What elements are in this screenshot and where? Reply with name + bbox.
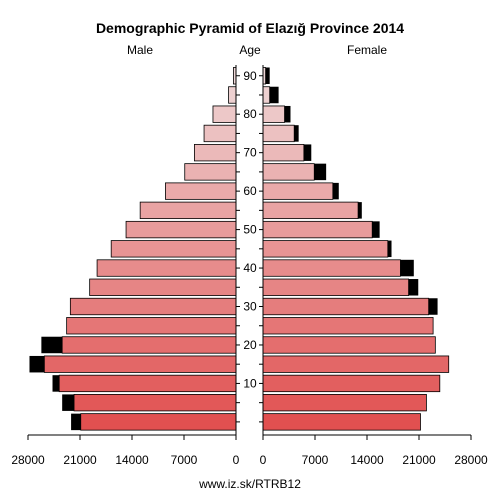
female-bar: [262, 259, 401, 277]
male-bar: [80, 413, 237, 431]
female-excess-bar: [314, 163, 327, 181]
male-bar: [96, 259, 237, 277]
male-excess-bar: [29, 355, 45, 373]
male-bar: [89, 278, 237, 296]
female-excess-bar: [387, 240, 392, 258]
male-bar: [228, 86, 237, 104]
female-excess-bar: [372, 221, 380, 238]
female-bar: [262, 394, 427, 412]
age-tick-label: 70: [243, 146, 257, 160]
axes: 10 20 30 40 50 60 70 80 90 28000 21000 14000 7000 0 0 7…: [11, 65, 488, 467]
female-bar: [262, 278, 410, 296]
female-bar: [262, 355, 450, 373]
male-bar: [58, 374, 237, 393]
female-bar: [262, 374, 441, 393]
female-excess-bar: [358, 202, 362, 219]
female-x-tick-label: 7000: [302, 453, 329, 467]
female-x-tick-label: 28000: [454, 453, 488, 467]
male-x-tick-label: 0: [233, 453, 240, 467]
chart-title: Demographic Pyramid of Elazığ Province 2…: [96, 20, 404, 36]
female-bar: [262, 201, 359, 220]
source-label: www.iz.sk/RTRB12: [198, 477, 301, 491]
female-bar: [262, 163, 315, 181]
female-bar: [262, 413, 421, 431]
age-tick-label: 50: [243, 223, 257, 237]
female-bar: [262, 240, 389, 258]
male-bar: [193, 144, 237, 162]
female-bar: [262, 297, 430, 316]
male-bar: [125, 220, 237, 239]
female-label: Female: [347, 43, 387, 57]
male-bar: [73, 394, 237, 412]
male-bar: [212, 105, 237, 123]
female-bars: [262, 67, 450, 431]
female-bar: [262, 336, 436, 354]
female-excess-bar: [303, 144, 312, 161]
female-bar: [262, 144, 305, 162]
female-excess-bar: [408, 279, 419, 296]
female-x-tick-label: 14000: [350, 453, 384, 467]
male-bar: [139, 201, 237, 220]
age-tick-label: 10: [243, 376, 257, 390]
female-excess-bar: [284, 105, 291, 123]
female-bar: [262, 86, 271, 104]
age-tick-label: 90: [243, 69, 257, 83]
male-excess-bar: [62, 394, 75, 411]
age-tick-label: 60: [243, 184, 257, 198]
age-tick-label: 20: [243, 338, 257, 352]
male-bar: [43, 355, 237, 373]
female-x-tick-label: 21000: [402, 453, 436, 467]
female-x-tick-label: 0: [260, 453, 267, 467]
male-bar: [165, 182, 237, 200]
male-bar: [66, 317, 237, 335]
male-bar: [184, 163, 237, 181]
female-bar: [262, 220, 373, 239]
male-bar: [110, 240, 237, 258]
female-excess-bar: [294, 125, 299, 142]
male-bar: [61, 336, 237, 354]
female-excess-bar: [265, 67, 270, 84]
male-label: Male: [127, 43, 153, 57]
female-bar: [262, 124, 295, 143]
female-bar: [262, 182, 334, 200]
age-tick-label: 30: [243, 300, 257, 314]
male-excess-bar: [71, 413, 81, 431]
female-bar: [262, 105, 285, 123]
male-bar: [203, 124, 237, 143]
male-bar: [69, 297, 237, 316]
female-excess-bar: [428, 298, 438, 315]
age-tick-label: 40: [243, 261, 257, 275]
male-excess-bar: [41, 336, 63, 354]
female-excess-bar: [400, 259, 414, 277]
male-x-tick-label: 7000: [171, 453, 198, 467]
age-tick-label: 80: [243, 107, 257, 121]
male-excess-bar: [52, 375, 60, 392]
male-x-tick-label: 21000: [63, 453, 97, 467]
age-label: Age: [239, 43, 261, 57]
male-x-tick-label: 28000: [11, 453, 45, 467]
female-excess-bar: [332, 182, 339, 200]
female-bar: [262, 317, 434, 335]
male-bars: [29, 67, 237, 431]
female-excess-bar: [269, 86, 279, 104]
male-x-tick-label: 14000: [115, 453, 149, 467]
